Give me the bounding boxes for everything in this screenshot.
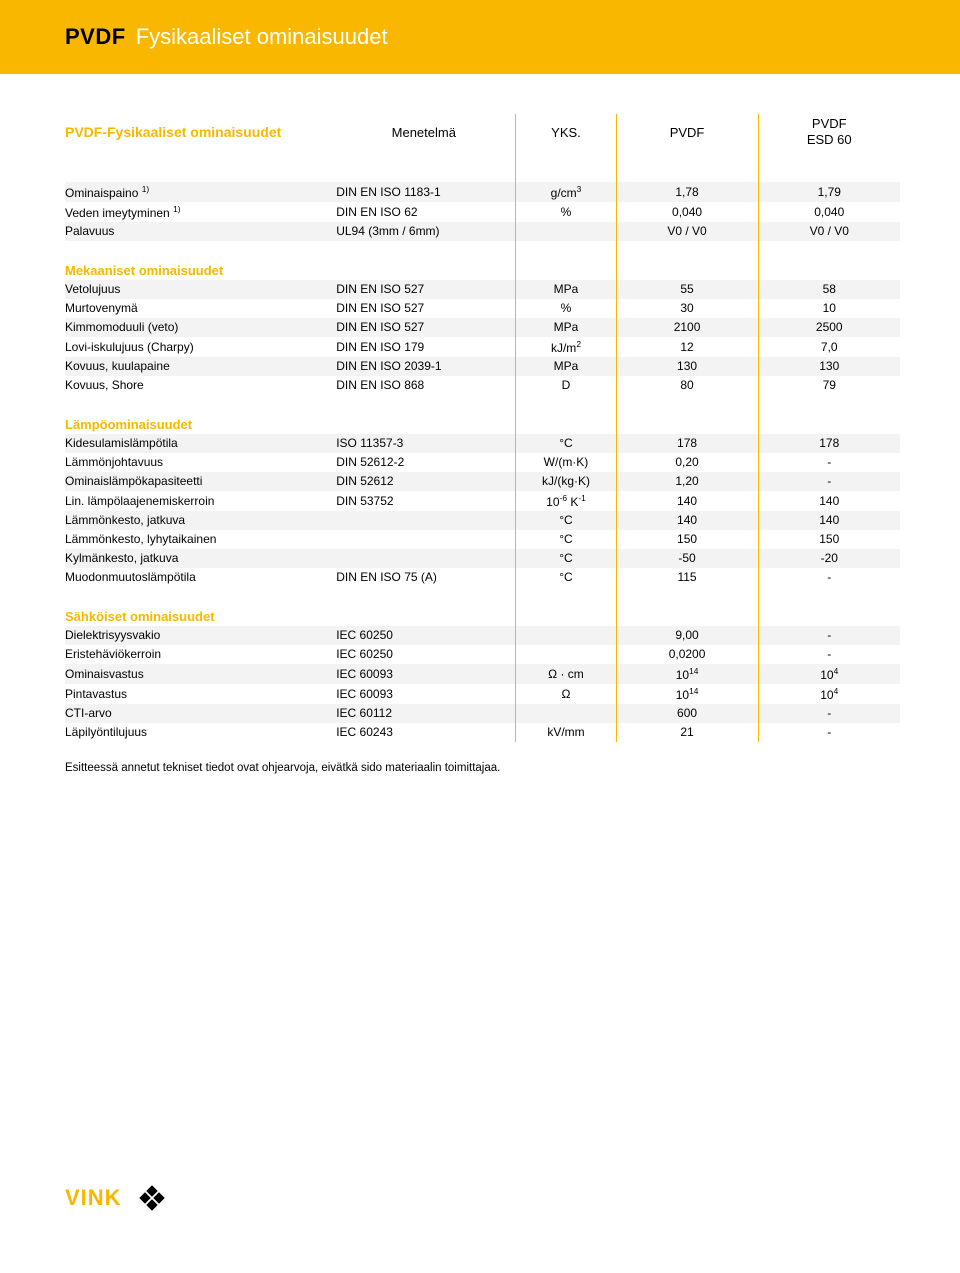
header-band: PVDF Fysikaaliset ominaisuudet — [0, 0, 960, 74]
table-row: Lin. lämpölaajenemiskerroinDIN 5375210-6… — [65, 491, 900, 511]
table-row: DielektrisyysvakioIEC 602509,00- — [65, 626, 900, 645]
logo-diamond-icon — [134, 1180, 170, 1216]
col-title: PVDF-Fysikaaliset ominaisuudet — [65, 114, 332, 163]
table-row: Kovuus, kuulapaineDIN EN ISO 2039-1MPa13… — [65, 357, 900, 376]
table-row: CTI-arvoIEC 60112600- — [65, 704, 900, 723]
header-light: Fysikaaliset ominaisuudet — [136, 24, 388, 50]
table-row: PintavastusIEC 60093Ω1014104 — [65, 684, 900, 704]
col-unit: YKS. — [516, 114, 616, 163]
table-row: Ominaispaino 1)DIN EN ISO 1183-1g/cm31,7… — [65, 182, 900, 202]
col-method: Menetelmä — [332, 114, 516, 163]
section-header: Lämpöominaisuudet — [65, 395, 900, 434]
logo-text: VINK — [65, 1185, 122, 1211]
table-row: MurtovenymäDIN EN ISO 527%3010 — [65, 299, 900, 318]
table-row: Lämmönkesto, jatkuva°C140140 — [65, 511, 900, 530]
table-row: KidesulamislämpötilaISO 11357-3°C178178 — [65, 434, 900, 453]
section-header: Sähköiset ominaisuudet — [65, 587, 900, 626]
table-row: OminaisvastusIEC 60093Ω · cm1014104 — [65, 664, 900, 684]
table-row: LäpilyöntilujuusIEC 60243kV/mm21- — [65, 723, 900, 742]
col-v1: PVDF — [616, 114, 758, 163]
header-bold: PVDF — [65, 24, 126, 50]
table-row: LämmönjohtavuusDIN 52612-2W/(m·K)0,20- — [65, 453, 900, 472]
logo: VINK — [65, 1180, 170, 1216]
table-row: VetolujuusDIN EN ISO 527MPa5558 — [65, 280, 900, 299]
table-row: Lovi-iskulujuus (Charpy)DIN EN ISO 179kJ… — [65, 337, 900, 357]
table-row: Veden imeytyminen 1)DIN EN ISO 62%0,0400… — [65, 202, 900, 222]
content: PVDF-Fysikaaliset ominaisuudetMenetelmäY… — [0, 74, 960, 794]
section-header: Mekaaniset ominaisuudet — [65, 241, 900, 280]
table-row: OminaislämpökapasiteettiDIN 52612kJ/(kg·… — [65, 472, 900, 491]
table-row: PalavuusUL94 (3mm / 6mm)V0 / V0V0 / V0 — [65, 222, 900, 241]
properties-table: PVDF-Fysikaaliset ominaisuudetMenetelmäY… — [65, 114, 900, 742]
footnote: Esitteessä annetut tekniset tiedot ovat … — [65, 762, 900, 774]
table-row: Kimmomoduuli (veto)DIN EN ISO 527MPa2100… — [65, 318, 900, 337]
table-row: Lämmönkesto, lyhytaikainen°C150150 — [65, 530, 900, 549]
table-row: Kylmänkesto, jatkuva°C-50-20 — [65, 549, 900, 568]
table-row: EristehäviökerroinIEC 602500,0200- — [65, 645, 900, 664]
table-row: Kovuus, ShoreDIN EN ISO 868D8079 — [65, 376, 900, 395]
table-header-row: PVDF-Fysikaaliset ominaisuudetMenetelmäY… — [65, 114, 900, 163]
col-v2: PVDFESD 60 — [758, 114, 900, 163]
table-row: MuodonmuutoslämpötilaDIN EN ISO 75 (A)°C… — [65, 568, 900, 587]
